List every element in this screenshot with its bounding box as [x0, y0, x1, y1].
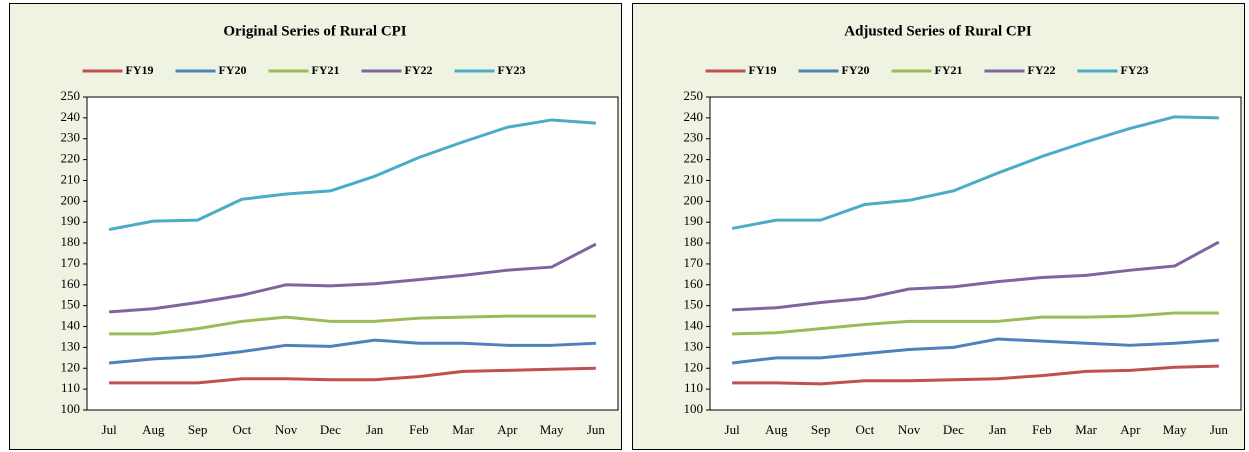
y-tick-label: 180: [61, 234, 81, 249]
y-tick-label: 150: [61, 297, 81, 312]
series-line: [108, 338, 596, 365]
x-tick-label: May: [1163, 422, 1187, 437]
chart-title: Original Series of Rural CPI: [223, 23, 406, 39]
series-line: [109, 242, 597, 314]
x-tick-label: Jul: [725, 422, 741, 437]
y-tick-label: 230: [684, 130, 704, 145]
y-tick-label: 130: [61, 338, 81, 353]
x-tick-label: Nov: [898, 422, 921, 437]
plot-area: [709, 96, 1242, 411]
y-tick-label: 100: [684, 401, 704, 416]
y-tick-label: 140: [684, 318, 704, 333]
legend-label: FY23: [1121, 63, 1149, 77]
y-tick-label: 150: [684, 297, 704, 312]
x-tick-label: Jan: [989, 422, 1007, 437]
series-line: [731, 115, 1219, 230]
legend-label: FY21: [935, 63, 963, 77]
y-tick-label: 120: [684, 359, 704, 374]
y-tick-label: 200: [61, 192, 81, 207]
y-tick-label: 250: [684, 88, 704, 103]
x-tick-label: Aug: [142, 422, 165, 437]
y-tick-label: 110: [684, 380, 703, 395]
legend-label: FY20: [219, 63, 247, 77]
y-tick-label: 220: [684, 151, 704, 166]
x-tick-label: Oct: [232, 422, 251, 437]
series-line: [109, 366, 596, 385]
y-tick-label: 120: [61, 359, 81, 374]
x-tick-label: Dec: [943, 422, 964, 437]
x-tick-label: Dec: [320, 422, 341, 437]
legend-label: FY23: [498, 63, 526, 77]
series-line: [732, 240, 1220, 312]
y-tick-label: 220: [61, 151, 81, 166]
x-tick-label: Mar: [452, 422, 474, 437]
y-tick-label: 210: [684, 171, 704, 186]
y-tick-label: 230: [61, 130, 81, 145]
y-tick-label: 170: [61, 255, 81, 270]
y-tick-label: 190: [684, 213, 704, 228]
y-tick-label: 210: [61, 171, 81, 186]
y-tick-label: 130: [684, 338, 704, 353]
x-tick-label: Sep: [811, 422, 831, 437]
x-tick-label: May: [540, 422, 564, 437]
y-tick-label: 170: [684, 255, 704, 270]
y-tick-label: 190: [61, 213, 81, 228]
y-tick-label: 110: [61, 380, 80, 395]
legend-label: FY19: [126, 63, 154, 77]
x-tick-label: Jun: [587, 422, 606, 437]
series-line: [731, 337, 1219, 365]
y-tick-label: 240: [684, 109, 704, 124]
y-tick-label: 160: [684, 276, 704, 291]
chart-title: Adjusted Series of Rural CPI: [844, 23, 1032, 39]
x-tick-label: Jan: [366, 422, 384, 437]
x-tick-label: Apr: [1120, 422, 1141, 437]
y-tick-label: 160: [61, 276, 81, 291]
y-tick-label: 100: [61, 401, 81, 416]
plot-area: [86, 96, 619, 411]
x-tick-label: Aug: [765, 422, 788, 437]
series-line: [732, 364, 1219, 386]
series-line: [108, 118, 596, 231]
y-tick-label: 240: [61, 109, 81, 124]
x-tick-label: Mar: [1075, 422, 1097, 437]
y-tick-label: 180: [684, 234, 704, 249]
legend-label: FY21: [312, 63, 340, 77]
series-line: [109, 314, 596, 336]
y-tick-label: 140: [61, 318, 81, 333]
x-tick-label: Oct: [855, 422, 874, 437]
x-tick-label: Apr: [497, 422, 518, 437]
legend-label: FY22: [1028, 63, 1056, 77]
x-tick-label: Feb: [1032, 422, 1052, 437]
legend-label: FY22: [405, 63, 433, 77]
series-line: [732, 311, 1219, 336]
x-tick-label: Sep: [188, 422, 208, 437]
x-tick-label: Jul: [102, 422, 118, 437]
y-tick-label: 250: [61, 88, 81, 103]
x-tick-label: Jun: [1210, 422, 1229, 437]
x-tick-label: Feb: [409, 422, 429, 437]
legend-label: FY20: [842, 63, 870, 77]
y-tick-label: 200: [684, 192, 704, 207]
legend-label: FY19: [749, 63, 777, 77]
x-tick-label: Nov: [275, 422, 298, 437]
